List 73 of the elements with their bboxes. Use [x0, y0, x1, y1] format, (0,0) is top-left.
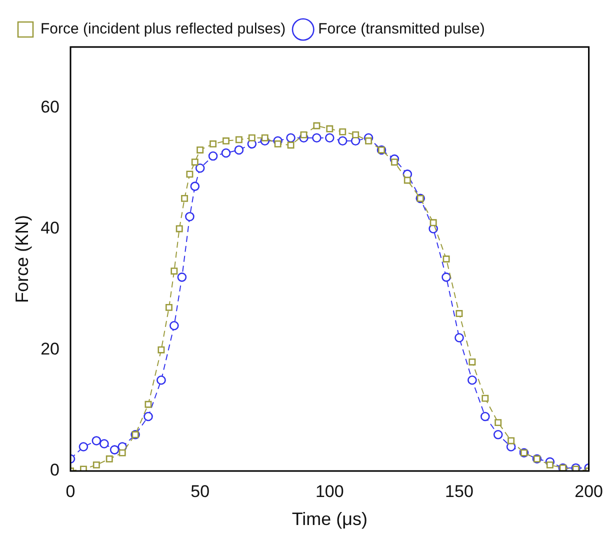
point	[390, 158, 398, 166]
point	[493, 430, 503, 440]
point	[404, 176, 411, 184]
point	[106, 455, 113, 462]
point	[338, 136, 348, 146]
point	[144, 412, 153, 422]
point	[80, 466, 87, 471]
x-tick-label: 200	[574, 482, 604, 501]
point	[156, 375, 166, 385]
x-tick-label: 0	[66, 482, 76, 501]
point	[92, 461, 100, 468]
point	[144, 400, 152, 408]
x-tick-label: 50	[190, 482, 210, 501]
point	[196, 146, 204, 154]
point	[158, 346, 165, 354]
point	[494, 419, 502, 426]
y-tick-label: 40	[40, 218, 60, 238]
point	[261, 134, 268, 142]
point	[287, 142, 294, 149]
point	[286, 133, 296, 143]
point	[442, 256, 450, 262]
point	[482, 394, 489, 402]
point	[191, 158, 198, 166]
point	[221, 148, 231, 158]
point	[546, 461, 554, 468]
y-axis-title: Force (KN)	[12, 214, 32, 304]
point	[442, 272, 451, 282]
y-tick-label: 0	[50, 460, 60, 480]
point	[234, 145, 244, 155]
point	[222, 137, 230, 144]
legend-label: Force (incident plus reflected pulses)	[40, 20, 286, 38]
point	[300, 131, 308, 138]
point	[325, 133, 334, 143]
point	[480, 412, 490, 422]
point	[92, 436, 102, 446]
point	[572, 466, 580, 471]
point	[326, 125, 334, 132]
point	[313, 122, 320, 130]
point	[235, 136, 242, 144]
point	[181, 194, 188, 202]
point	[190, 182, 200, 191]
y-tick-label: 20	[40, 340, 60, 359]
point	[352, 131, 360, 138]
point	[468, 358, 476, 366]
point	[430, 219, 437, 226]
point	[312, 133, 322, 143]
point	[365, 137, 372, 144]
point	[274, 140, 282, 148]
point	[454, 333, 464, 342]
y-tick-label: 60	[40, 97, 60, 116]
point	[100, 439, 109, 448]
point	[456, 310, 463, 317]
point	[508, 437, 515, 444]
point	[468, 375, 477, 385]
point	[195, 163, 205, 173]
x-tick-label: 150	[445, 482, 474, 501]
legend-label: Force (transmitted pulse)	[318, 20, 485, 38]
point	[186, 170, 194, 178]
point	[185, 212, 194, 222]
point	[176, 225, 183, 232]
point	[177, 272, 187, 282]
point	[339, 128, 346, 136]
x-tick-label: 100	[315, 482, 344, 501]
point	[166, 304, 172, 311]
point	[208, 151, 218, 161]
point	[210, 140, 217, 148]
x-axis-title: Time (μs)	[292, 509, 368, 530]
point	[170, 320, 179, 330]
point	[78, 442, 88, 452]
point	[118, 449, 126, 456]
point	[170, 268, 178, 275]
point	[248, 134, 256, 142]
point	[110, 445, 120, 454]
